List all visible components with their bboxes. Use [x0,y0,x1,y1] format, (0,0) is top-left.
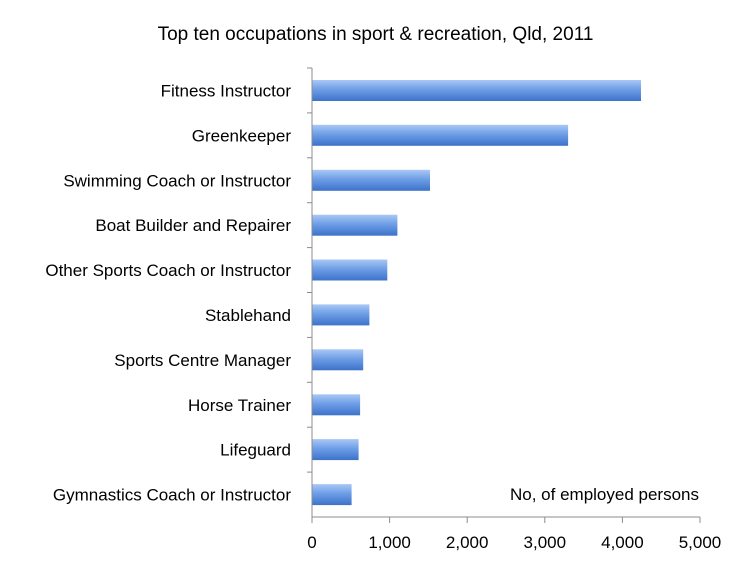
axis-annotation: No, of employed persons [510,485,699,504]
x-tick-label: 0 [307,533,316,552]
category-label: Boat Builder and Repairer [95,216,291,235]
bar-9 [312,439,359,461]
category-label: Sports Centre Manager [114,351,291,370]
bar-7 [312,349,364,371]
category-label: Stablehand [205,306,291,325]
axes-group: 0 1,000 2,000 3,000 4,000 5,000 [307,67,722,552]
bar-10 [312,484,352,506]
category-label: Other Sports Coach or Instructor [45,261,291,280]
category-label: Greenkeeper [192,126,292,145]
bar-1 [312,80,641,101]
bars-group [312,80,641,506]
category-label: Fitness Instructor [161,82,292,101]
category-label: Swimming Coach or Instructor [63,171,291,190]
category-label: Lifeguard [220,441,291,460]
x-tick-label: 1,000 [368,533,411,552]
x-tick-label: 2,000 [446,533,489,552]
bar-3 [312,169,430,191]
bar-8 [312,394,361,416]
bar-2 [312,124,569,146]
chart-title: Top ten occupations in sport & recreatio… [157,24,594,45]
category-label: Horse Trainer [188,396,291,415]
bar-6 [312,304,370,326]
x-tick-label: 4,000 [601,533,644,552]
x-tick-label: 3,000 [524,533,567,552]
bar-5 [312,259,388,281]
category-label: Gymnastics Coach or Instructor [53,486,291,505]
category-labels: Fitness Instructor Greenkeeper Swimming Co… [45,82,291,505]
x-tick-label: 5,000 [679,533,722,552]
bar-4 [312,214,398,236]
